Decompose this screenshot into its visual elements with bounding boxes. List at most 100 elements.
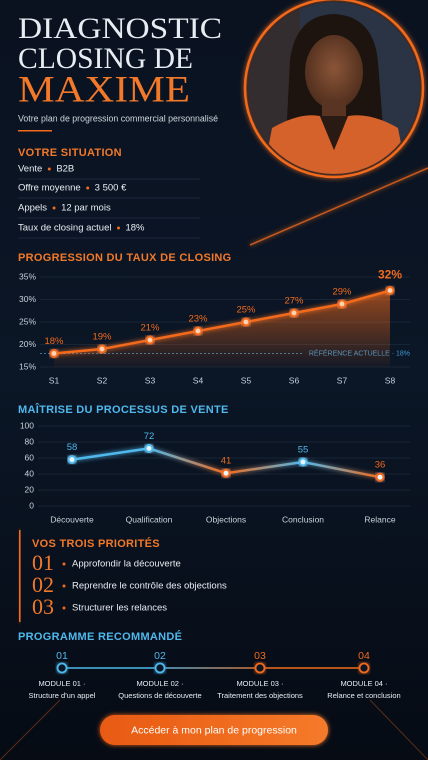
bullet	[62, 584, 66, 588]
x-tick-label: S5	[241, 375, 252, 385]
bullet	[116, 226, 120, 230]
value-label: 25%	[236, 305, 256, 316]
point	[241, 317, 251, 327]
point	[97, 344, 107, 354]
chart-title: MAÎTRISE DU PROCESSUS DE VENTE	[18, 403, 229, 416]
priority-text: Structurer les relances	[72, 603, 167, 614]
x-tick-label: Relance	[364, 514, 395, 524]
section-title: VOTRE SITUATION	[18, 147, 122, 159]
y-tick-label: 20%	[19, 339, 36, 349]
module-label: MODULE 01 ·	[38, 679, 85, 688]
value-label: 18%	[44, 336, 64, 347]
point	[337, 299, 347, 309]
x-tick-label: S2	[97, 375, 108, 385]
point	[144, 443, 154, 453]
situation-label: Appels	[18, 203, 47, 214]
situation-label: Taux de closing actuel	[18, 223, 111, 234]
decor-line	[0, 699, 428, 760]
cta-button[interactable]: Accéder à mon plan de progression	[100, 715, 328, 745]
y-tick-label: 25%	[19, 316, 36, 326]
value-label: 21%	[140, 323, 160, 334]
module-node	[154, 662, 166, 674]
point	[193, 326, 203, 336]
value-label: 23%	[188, 314, 208, 325]
y-tick-label: 35%	[19, 271, 36, 281]
cta-background[interactable]	[100, 715, 328, 745]
point	[289, 308, 299, 318]
line	[53, 289, 391, 355]
title-line: DIAGNOSTIC	[18, 12, 222, 45]
priority-text: Approfondir la découverte	[72, 559, 181, 570]
decor-line	[249, 167, 428, 246]
priority-number: 03	[32, 594, 54, 619]
x-tick-label: Qualification	[126, 514, 173, 524]
x-tick-label: S7	[337, 375, 348, 385]
y-tick-label: 20	[25, 484, 35, 494]
value-label: 27%	[284, 296, 304, 307]
value-label: 32%	[378, 268, 402, 282]
title-name: MAXIME	[18, 69, 190, 110]
module-number: 04	[358, 650, 370, 662]
chart-title: PROGRESSION DU TAUX DE CLOSING	[18, 252, 232, 264]
x-tick-label: Objections	[206, 514, 246, 524]
situation-label: Offre moyenne	[18, 183, 81, 194]
y-tick-label: 60	[25, 452, 35, 462]
point	[49, 349, 59, 358]
x-tick-label: Découverte	[50, 514, 94, 524]
point	[145, 335, 155, 345]
module-number: 03	[254, 650, 266, 662]
module-label: MODULE 03 ·	[236, 679, 283, 688]
value-label: 41	[221, 456, 232, 467]
y-tick-label: 30%	[19, 294, 36, 304]
value-label: 29%	[332, 287, 352, 298]
situation-value: 18%	[125, 223, 145, 234]
bullet	[62, 562, 66, 566]
y-tick-label: 15%	[19, 361, 36, 371]
value-label: 55	[298, 445, 309, 456]
module-name: Relance et conclusion	[327, 691, 400, 700]
bullet	[86, 186, 90, 190]
bullet	[62, 606, 66, 610]
point	[375, 472, 385, 482]
module-number: 01	[56, 650, 68, 662]
x-tick-label: S4	[193, 375, 204, 385]
bullet	[47, 167, 51, 171]
section-title: PROGRAMME RECOMMANDÉ	[18, 630, 182, 643]
x-tick-label: S3	[145, 375, 156, 385]
module-name: Traitement des objections	[217, 691, 303, 700]
module-name: Structure d'un appel	[29, 691, 96, 700]
priority-number: 01	[32, 550, 54, 575]
module-label: MODULE 02 ·	[136, 679, 183, 688]
accent-bar	[19, 530, 21, 622]
y-tick-label: 40	[25, 468, 35, 478]
cta-label[interactable]: Accéder à mon plan de progression	[131, 724, 297, 736]
y-tick-label: 0	[29, 500, 34, 510]
bullet	[52, 206, 56, 210]
section-title: VOS TROIS PRIORITÉS	[32, 537, 160, 550]
y-tick-label: 100	[20, 420, 34, 430]
x-tick-label: S1	[49, 375, 60, 385]
module-name: Questions de découverte	[118, 691, 201, 700]
situation-value: B2B	[56, 164, 74, 175]
x-tick-label: S6	[289, 375, 300, 385]
situation-label: Vente	[18, 164, 42, 175]
subtitle: Votre plan de progression commercial per…	[18, 113, 218, 123]
point	[67, 455, 77, 465]
point	[385, 286, 395, 295]
situation-value: 12 par mois	[61, 203, 111, 214]
x-tick-label: Conclusion	[282, 514, 324, 524]
priority-text: Reprendre le contrôle des objections	[72, 581, 227, 592]
priority-number: 02	[32, 572, 54, 597]
y-tick-label: 80	[25, 436, 35, 446]
situation-value: 3 500 €	[95, 183, 127, 194]
title-line: CLOSING DE	[18, 42, 193, 75]
module-number: 02	[154, 650, 166, 662]
value-label: 58	[67, 442, 78, 453]
module-node	[56, 662, 68, 674]
module-node	[254, 662, 266, 674]
value-label: 19%	[92, 332, 112, 343]
value-label: 36	[375, 460, 386, 471]
point	[298, 457, 308, 467]
area	[54, 290, 390, 367]
